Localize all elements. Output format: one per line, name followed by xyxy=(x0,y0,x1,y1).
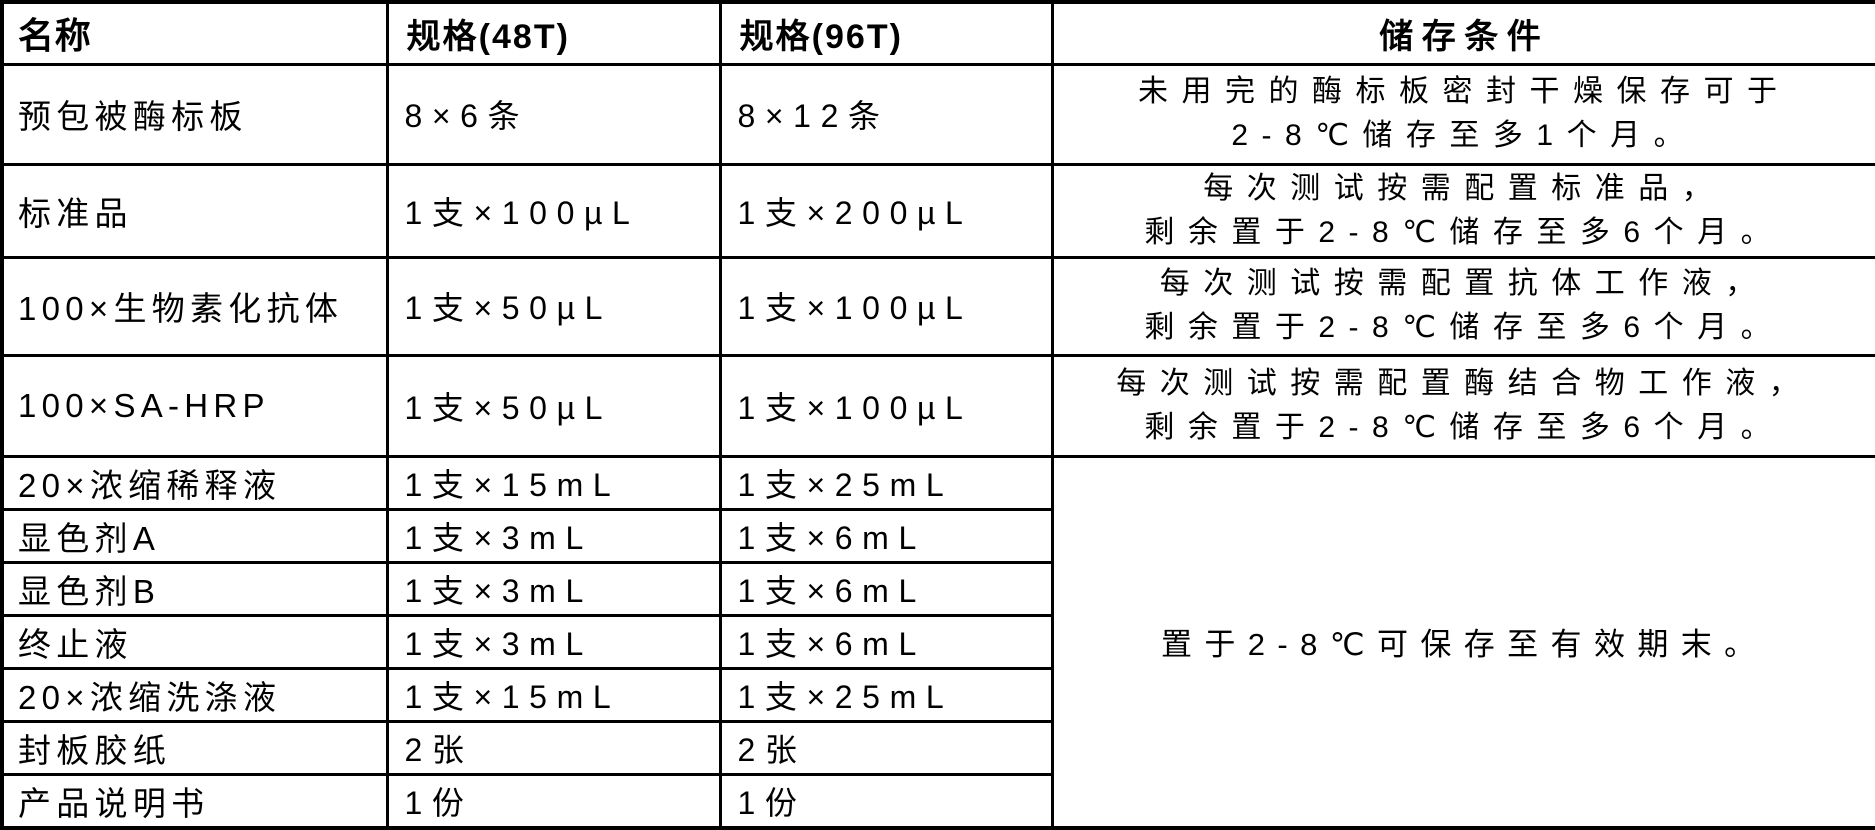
table-row: 100×SA-HRP 1支×50µL 1支×100µL 每次测试按需配置酶结合物… xyxy=(0,353,1875,458)
cell-storage-condition-merged: 置于2-8℃可保存至有效期末。 xyxy=(1050,454,1875,829)
cell-spec-96t: 2张 xyxy=(718,719,1054,776)
storage-line-2: 2-8℃储存至多1个月。 xyxy=(1231,119,1698,152)
storage-line-2: 剩余置于2-8℃储存至多6个月。 xyxy=(1144,215,1785,249)
cell-spec-96t: 1支×6mL xyxy=(718,507,1054,564)
cell-spec-48t: 8×6条 xyxy=(385,62,722,166)
table-row: 20×浓缩稀释液 1支×15mL 1支×25mL 置于2-8℃可保存至有效期末。 xyxy=(0,454,1875,829)
table-row: 终止液 1支×3mL 1支×6mL xyxy=(0,613,1875,670)
cell-spec-96t: 1支×100µL xyxy=(718,353,1054,458)
cell-storage-condition: 每次测试按需配置抗体工作液， 剩余置于2-8℃储存至多6个月。 xyxy=(1050,255,1875,357)
cell-component-name: 100×SA-HRP xyxy=(0,353,389,458)
cell-component-name: 显色剂A xyxy=(0,507,389,564)
cell-spec-96t: 1支×200µL xyxy=(718,162,1054,259)
table-row: 显色剂B 1支×3mL 1支×6mL xyxy=(0,560,1875,617)
cell-spec-48t: 2张 xyxy=(385,719,722,776)
cell-spec-48t: 1支×15mL xyxy=(385,666,722,723)
col-header-spec48: 规格(48T) xyxy=(385,0,722,66)
cell-component-name: 100×生物素化抗体 xyxy=(0,255,389,357)
col-header-storage: 储存条件 xyxy=(1050,0,1875,66)
table-row: 20×浓缩洗涤液 1支×15mL 1支×25mL xyxy=(0,666,1875,723)
storage-line-1: 每次测试按需配置标准品， xyxy=(1203,171,1726,205)
cell-spec-48t: 1支×50µL xyxy=(385,353,722,458)
cell-spec-48t: 1支×3mL xyxy=(385,507,722,564)
table-header-row: 名称 规格(48T) 规格(96T) 储存条件 xyxy=(0,0,1875,66)
cell-spec-96t: 8×12条 xyxy=(718,62,1054,166)
storage-line-1: 未用完的酶标板密封干燥保存可于 xyxy=(1138,75,1791,108)
storage-line-1: 每次测试按需配置抗体工作液， xyxy=(1159,267,1769,300)
cell-component-name: 20×浓缩稀释液 xyxy=(0,454,389,511)
storage-line-2: 剩余置于2-8℃储存至多6个月。 xyxy=(1144,311,1785,344)
cell-spec-96t: 1份 xyxy=(718,772,1054,829)
cell-spec-96t: 1支×100µL xyxy=(718,255,1054,357)
cell-spec-96t: 1支×6mL xyxy=(718,613,1054,670)
storage-line-2: 剩余置于2-8℃储存至多6个月。 xyxy=(1144,410,1785,444)
storage-line-1: 每次测试按需配置酶结合物工作液， xyxy=(1116,366,1813,400)
table-row: 预包被酶标板 8×6条 8×12条 未用完的酶标板密封干燥保存可于 2-8℃储存… xyxy=(0,62,1875,166)
cell-component-name: 标准品 xyxy=(0,162,389,259)
table-row: 标准品 1支×100µL 1支×200µL 每次测试按需配置标准品， 剩余置于2… xyxy=(0,162,1875,259)
cell-component-name: 显色剂B xyxy=(0,560,389,617)
cell-spec-48t: 1支×3mL xyxy=(385,560,722,617)
col-header-spec96: 规格(96T) xyxy=(718,0,1054,66)
cell-component-name: 终止液 xyxy=(0,613,389,670)
cell-spec-96t: 1支×25mL xyxy=(718,666,1054,723)
table-row: 100×生物素化抗体 1支×50µL 1支×100µL 每次测试按需配置抗体工作… xyxy=(0,255,1875,357)
cell-spec-48t: 1份 xyxy=(385,772,722,829)
cell-spec-48t: 1支×3mL xyxy=(385,613,722,670)
cell-spec-48t: 1支×100µL xyxy=(385,162,722,259)
col-header-name: 名称 xyxy=(0,0,389,66)
cell-component-name: 产品说明书 xyxy=(0,772,389,829)
cell-storage-condition: 未用完的酶标板密封干燥保存可于 2-8℃储存至多1个月。 xyxy=(1050,62,1875,166)
table-row: 显色剂A 1支×3mL 1支×6mL xyxy=(0,507,1875,564)
cell-component-name: 20×浓缩洗涤液 xyxy=(0,666,389,723)
cell-storage-condition: 每次测试按需配置酶结合物工作液， 剩余置于2-8℃储存至多6个月。 xyxy=(1050,353,1875,458)
cell-component-name: 预包被酶标板 xyxy=(0,62,389,166)
cell-spec-48t: 1支×15mL xyxy=(385,454,722,511)
cell-component-name: 封板胶纸 xyxy=(0,719,389,776)
cell-spec-48t: 1支×50µL xyxy=(385,255,722,357)
cell-spec-96t: 1支×25mL xyxy=(718,454,1054,511)
cell-spec-96t: 1支×6mL xyxy=(718,560,1054,617)
cell-storage-condition: 每次测试按需配置标准品， 剩余置于2-8℃储存至多6个月。 xyxy=(1050,162,1875,259)
